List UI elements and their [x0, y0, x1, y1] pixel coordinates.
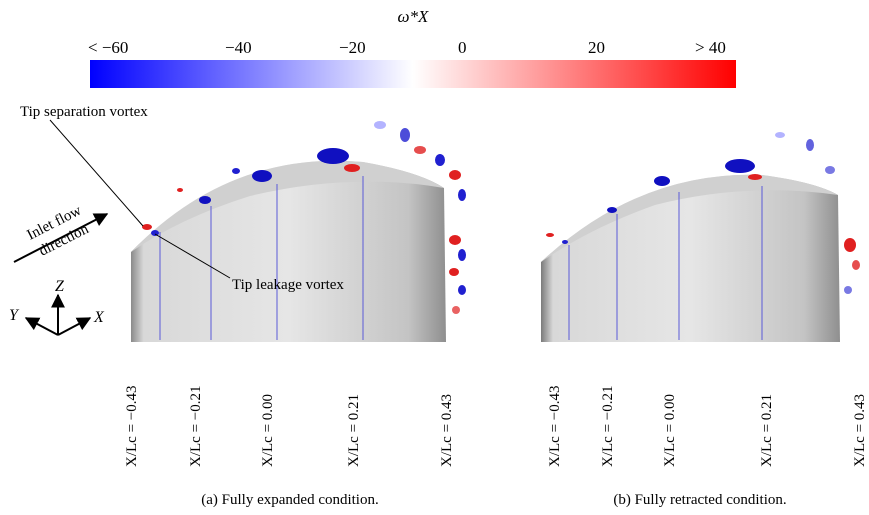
- caption-panel-a: (a) Fully expanded condition.: [201, 492, 378, 508]
- caption-panel-b: (b) Fully retracted condition.: [613, 492, 786, 508]
- blade-panel-b: [541, 132, 860, 342]
- station-label: X/Lc = 0.00: [662, 394, 678, 467]
- colorbar: ω*X < −60 −40 −20 0 20 > 40: [88, 7, 736, 88]
- station-label: X/Lc = −0.43: [547, 386, 563, 468]
- station-labels-panel-a: X/Lc = −0.43 X/Lc = −0.21 X/Lc = 0.00 X/…: [124, 386, 455, 468]
- station-label: X/Lc = −0.43: [124, 386, 140, 468]
- colorbar-title: ω*X: [398, 7, 430, 26]
- blade-panel-a: [131, 121, 466, 342]
- vortex-contours: [546, 132, 860, 294]
- x-axis-label: X: [93, 309, 105, 326]
- blade-tip-surface: [541, 174, 838, 262]
- station-label: X/Lc = 0.43: [439, 394, 455, 467]
- y-axis-arrow: [24, 317, 59, 336]
- station-label: X/Lc = −0.21: [600, 386, 616, 468]
- colorbar-gradient: [90, 60, 736, 88]
- station-label: X/Lc = 0.21: [346, 394, 362, 467]
- annotation-inlet-flow: Inlet flow direction: [13, 203, 109, 263]
- station-label: X/Lc = 0.00: [260, 394, 276, 467]
- tip-separation-leader: [49, 119, 144, 227]
- station-label: X/Lc = −0.21: [188, 386, 204, 468]
- colorbar-tick-5: > 40: [695, 38, 726, 57]
- blade-surface: [541, 174, 840, 342]
- colorbar-tick-1: −40: [225, 38, 252, 57]
- station-labels-panel-b: X/Lc = −0.43 X/Lc = −0.21 X/Lc = 0.00 X/…: [547, 386, 868, 468]
- station-label: X/Lc = 0.43: [852, 394, 868, 467]
- y-axis-label: Y: [9, 307, 20, 324]
- tip-leakage-label: Tip leakage vortex: [232, 277, 344, 293]
- vortex-contours: [142, 121, 466, 314]
- station-label: X/Lc = 0.21: [759, 394, 775, 467]
- tip-separation-label: Tip separation vortex: [20, 104, 148, 120]
- inlet-flow-arrow: [13, 213, 109, 263]
- annotation-tip-leakage: Tip leakage vortex: [154, 233, 344, 293]
- annotation-tip-separation: Tip separation vortex: [20, 104, 148, 227]
- x-axis-arrow: [57, 317, 92, 336]
- tip-leakage-leader: [154, 233, 231, 279]
- blade-tip-surface: [131, 160, 444, 252]
- z-axis-label: Z: [55, 278, 65, 295]
- colorbar-tick-0: < −60: [88, 38, 128, 57]
- colorbar-tick-3: 0: [458, 38, 467, 57]
- colorbar-tick-2: −20: [339, 38, 366, 57]
- coordinate-axes: Z Y X: [9, 278, 105, 336]
- colorbar-tick-4: 20: [588, 38, 605, 57]
